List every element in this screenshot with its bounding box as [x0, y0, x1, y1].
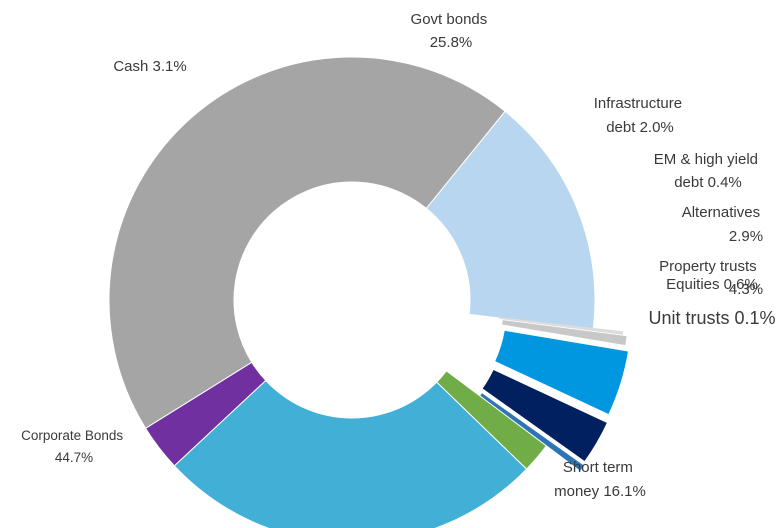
slices-group [108, 56, 628, 528]
label-infrastructure-debt: Infrastructure debt 2.0% [594, 95, 687, 136]
label-cash: Cash 3.1% [113, 58, 186, 75]
slice-property-trusts [495, 330, 628, 414]
slice-infrastructure-debt [436, 370, 548, 470]
label-corporate-bonds: Corporate Bonds 44.7% [21, 428, 127, 465]
label-property-trusts: Property trusts 4.3% [659, 258, 763, 298]
slice-alternatives [482, 370, 607, 462]
label-govt-bonds: Govt bonds 25.8% [411, 11, 492, 51]
label-equities: Equities 0.6% [666, 276, 758, 293]
slice-em-high-yield-debt [480, 393, 584, 471]
label-short-term-money: Short term money 16.1% [554, 459, 646, 500]
slice-corporate-bonds [108, 56, 506, 430]
label-alternatives: Alternatives 2.9% [682, 204, 765, 245]
slice-equities [502, 320, 627, 346]
slice-short-term-money [425, 110, 596, 331]
slice-unit-trusts [498, 317, 624, 335]
label-em-high-yield-debt: EM & high yield debt 0.4% [654, 151, 762, 191]
label-unit-trusts: Unit trusts 0.1% [648, 308, 775, 328]
